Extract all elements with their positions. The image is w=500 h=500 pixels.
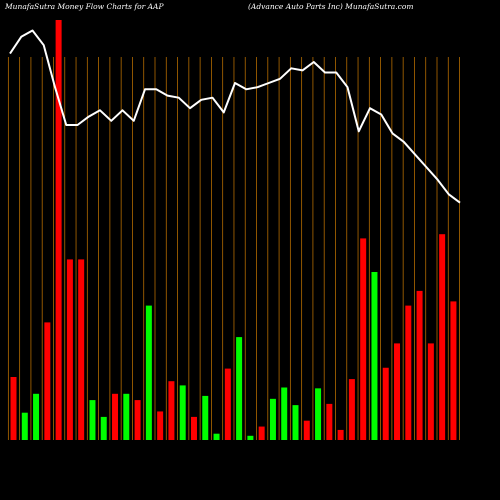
bar: [394, 343, 401, 440]
bar: [326, 403, 333, 440]
bars: [10, 20, 457, 440]
bar: [315, 388, 322, 440]
bar: [281, 387, 288, 440]
bar: [439, 234, 446, 440]
bar: [202, 395, 209, 440]
bar: [33, 393, 40, 440]
bar: [123, 393, 130, 440]
bar: [371, 272, 378, 440]
bar: [55, 20, 62, 440]
bar: [78, 259, 85, 440]
bar: [303, 420, 310, 440]
bar: [66, 259, 73, 440]
bar: [247, 435, 254, 440]
bar: [179, 385, 186, 440]
bar: [112, 393, 119, 440]
bar: [10, 377, 17, 440]
bar: [213, 433, 220, 440]
money-flow-line: [9, 29, 461, 204]
money-flow-line-layer: [9, 29, 461, 204]
bar: [236, 337, 243, 440]
bar: [427, 343, 434, 440]
bar: [21, 412, 28, 440]
bar: [269, 398, 276, 440]
bar: [348, 379, 355, 440]
bar: [145, 305, 152, 440]
bar: [337, 429, 344, 440]
gridlines: [7, 57, 460, 440]
bar: [89, 400, 96, 440]
bar: [224, 368, 231, 440]
bar: [382, 367, 389, 440]
bar: [292, 405, 299, 440]
bar: [258, 426, 265, 440]
bar: [134, 400, 141, 440]
chart-title-right: (Advance Auto Parts Inc) MunafaSutra.com: [248, 2, 414, 11]
bar: [360, 238, 367, 440]
bar: [405, 305, 412, 440]
bar: [416, 290, 423, 440]
bar: [44, 322, 51, 440]
bar: [168, 381, 175, 440]
bar: [450, 301, 457, 440]
bar: [100, 416, 107, 440]
bar: [190, 416, 197, 440]
bar: [157, 411, 164, 440]
chart-title-left: MunafaSutra Money Flow Charts for AAP: [4, 2, 164, 11]
